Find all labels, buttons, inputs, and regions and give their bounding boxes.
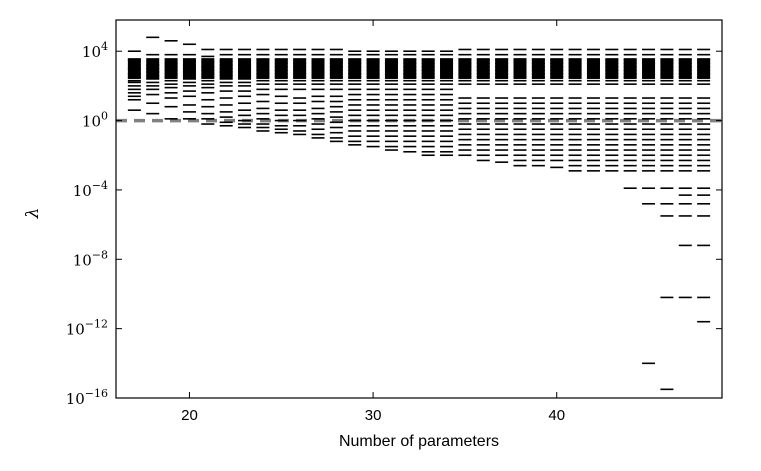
eigenvalue-cluster (568, 58, 582, 79)
eigenvalue-cluster (586, 58, 600, 79)
series-n-44 (623, 48, 637, 189)
series-n-25 (274, 48, 288, 134)
series-n-41 (568, 48, 582, 172)
eigenvalue-cluster (311, 58, 325, 79)
eigenvalue-cluster (256, 58, 270, 79)
series-n-19 (164, 40, 178, 120)
eigenvalue-cluster (201, 58, 215, 79)
series-n-17 (127, 50, 141, 111)
eigenvalue-cluster (403, 58, 417, 79)
eigenvalue-cluster (219, 58, 233, 79)
series-n-33 (421, 50, 435, 157)
y-tick-label: 104 (82, 40, 108, 61)
eigenvalue-cluster (348, 58, 362, 79)
series-n-38 (513, 48, 527, 167)
eigenvalue-cluster (127, 58, 141, 79)
eigenvalue-cluster (458, 58, 472, 79)
series-n-37 (495, 48, 509, 163)
series-n-48 (697, 48, 711, 323)
eigenvalue-cluster (274, 58, 288, 79)
series-n-42 (586, 48, 600, 172)
eigenvalue-cluster (623, 58, 637, 79)
series-n-31 (384, 50, 398, 151)
y-tick-label: 10−12 (66, 318, 108, 339)
y-tick-label: 10−4 (73, 179, 108, 200)
series-n-36 (476, 48, 490, 162)
series-n-21 (201, 48, 215, 125)
series-n-34 (440, 50, 454, 157)
eigenvalue-cluster (182, 58, 196, 79)
plot-frame (115, 19, 723, 399)
x-axis-ticks: 20 30 40 (181, 20, 565, 424)
x-tick-label: 20 (181, 407, 198, 424)
plot-area (116, 20, 722, 398)
eigenvalue-cluster (238, 58, 252, 79)
series-n-32 (403, 50, 417, 153)
series-n-39 (531, 48, 545, 167)
eigenvalue-cluster (164, 58, 178, 79)
eigenvalue-cluster (642, 58, 656, 79)
eigenvalue-cluster (550, 58, 564, 79)
series-n-35 (458, 48, 472, 157)
eigenvalue-cluster (678, 58, 692, 79)
eigenvalue-cluster (697, 58, 711, 79)
series-n-27 (311, 48, 325, 139)
eigenvalue-cluster (513, 58, 527, 79)
series-n-24 (256, 48, 270, 132)
data-marks (127, 36, 711, 391)
eigenvalue-cluster (384, 58, 398, 79)
series-n-47 (678, 48, 692, 299)
series-n-45 (642, 48, 656, 365)
y-axis-label: λ (23, 208, 43, 220)
series-n-29 (348, 50, 362, 146)
y-axis-ticks: 104 100 10−4 10−8 10−12 10−16 (66, 40, 722, 408)
series-n-40 (550, 48, 564, 169)
eigenvalue-cluster (293, 58, 307, 79)
series-n-43 (605, 48, 619, 172)
eigenvalue-cluster (660, 58, 674, 79)
eigenvalue-cluster (146, 58, 160, 79)
eigenvalue-cluster (476, 58, 490, 79)
y-tick-label: 100 (82, 110, 108, 131)
eigenvalue-cluster (440, 58, 454, 79)
eigenvalue-cluster (329, 58, 343, 79)
series-n-30 (366, 50, 380, 148)
y-tick-label: 10−16 (66, 387, 108, 408)
series-n-18 (146, 36, 160, 115)
eigenvalue-cluster (366, 58, 380, 79)
series-n-23 (238, 48, 252, 129)
eigenvalue-cluster (531, 58, 545, 79)
series-n-22 (219, 48, 233, 127)
series-n-46 (660, 48, 674, 391)
series-n-26 (293, 48, 307, 136)
x-tick-label: 30 (365, 407, 382, 424)
eigenvalue-cluster (421, 58, 435, 79)
series-n-20 (182, 43, 196, 120)
x-tick-label: 40 (548, 407, 565, 424)
x-axis-label: Number of parameters (339, 433, 499, 450)
series-n-28 (329, 48, 343, 143)
eigenvalue-cluster (605, 58, 619, 79)
eigenvalue-cluster (495, 58, 509, 79)
y-tick-label: 10−8 (73, 248, 108, 269)
